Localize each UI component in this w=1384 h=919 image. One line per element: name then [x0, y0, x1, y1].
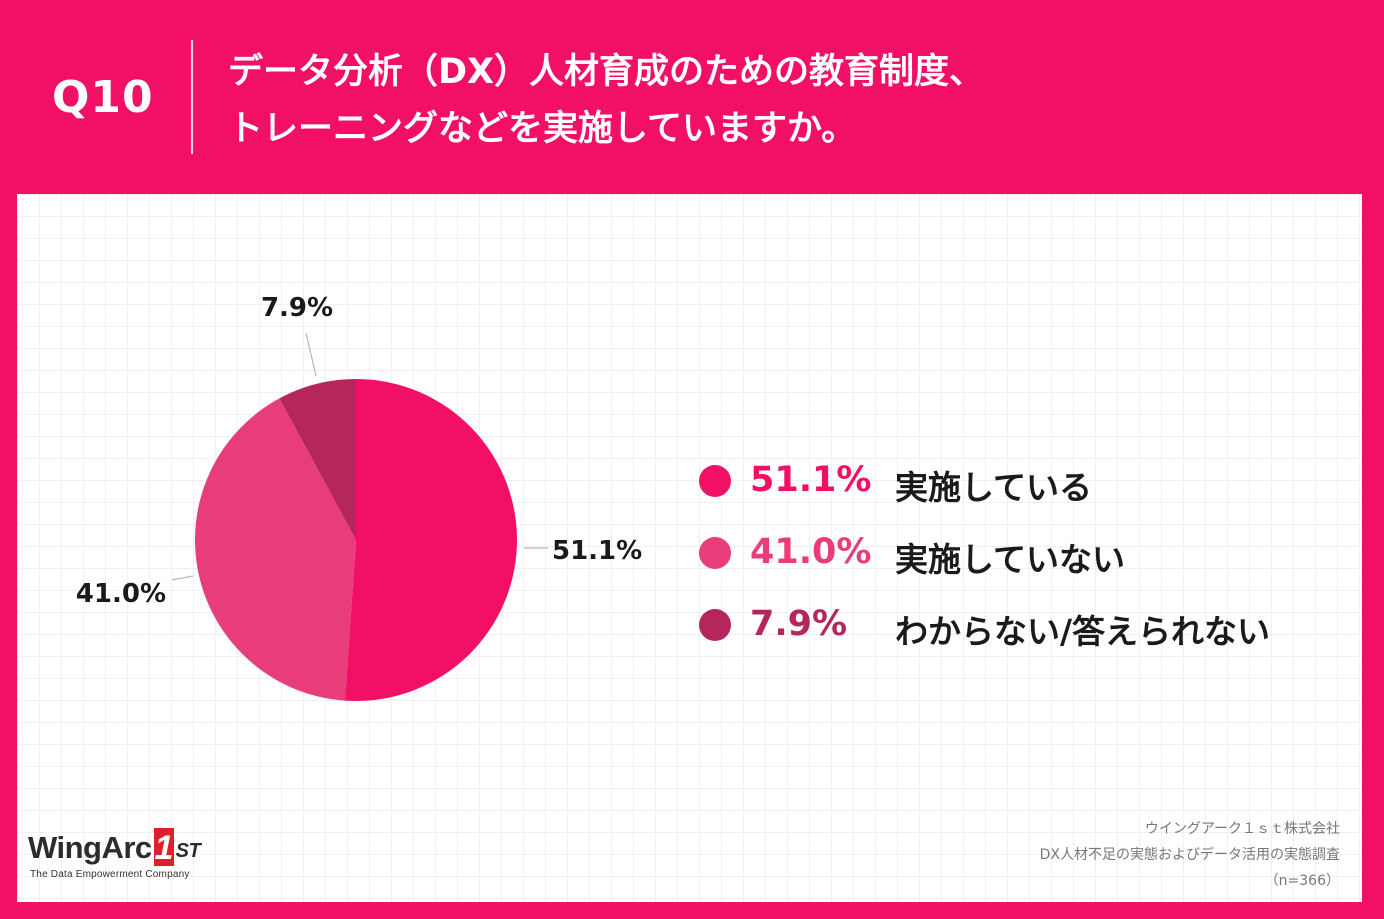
- question-text: データ分析（DX）人材育成のための教育制度、 トレーニングなどを実施していますか…: [228, 44, 1328, 158]
- question-line-2: トレーニングなどを実施していますか。: [228, 109, 857, 149]
- slice-data-label: 7.9%: [261, 293, 333, 323]
- source-n: （n=366）: [1264, 873, 1340, 889]
- header: Q10 データ分析（DX）人材育成のための教育制度、 トレーニングなどを実施して…: [0, 0, 1384, 190]
- legend-label: わからない/答えられない: [895, 612, 1271, 651]
- logo-one: 1: [153, 828, 174, 867]
- legend-percent: 7.9%: [750, 604, 848, 644]
- pie-slice: [279, 379, 356, 540]
- logo-brand: WingArc: [28, 830, 152, 865]
- header-divider: [191, 40, 193, 154]
- legend-label: 実施している: [895, 468, 1093, 507]
- legend-dot: [699, 537, 731, 569]
- slice-data-label: 41.0%: [76, 579, 166, 609]
- question-number: Q10: [52, 72, 154, 123]
- source-company: ウイングアーク１ｓｔ株式会社: [1144, 821, 1340, 837]
- leader-line: [305, 332, 317, 377]
- legend-dot: [699, 465, 731, 497]
- legend-percent: 51.1%: [750, 460, 872, 500]
- logo-tagline: The Data Empowerment Company: [30, 869, 190, 880]
- legend-dot: [699, 609, 731, 641]
- legend-percent: 41.0%: [750, 532, 872, 572]
- slice-data-label: 51.1%: [552, 536, 642, 566]
- source-survey: DX人材不足の実態およびデータ活用の実態調査: [1039, 847, 1340, 863]
- company-logo: WingArc 1 ST The Data Empowerment Company: [28, 828, 201, 880]
- logo-st: ST: [175, 840, 201, 862]
- pie-slice: [344, 379, 518, 701]
- source-note: ウイングアーク１ｓｔ株式会社 DX人材不足の実態およびデータ活用の実態調査 （n…: [1040, 816, 1340, 894]
- question-line-1: データ分析（DX）人材育成のための教育制度、: [228, 52, 985, 92]
- pie-slice: [195, 398, 356, 701]
- legend-label: 実施していない: [895, 540, 1126, 579]
- leader-line: [171, 575, 194, 581]
- logo-wordmark: WingArc 1 ST: [28, 828, 201, 867]
